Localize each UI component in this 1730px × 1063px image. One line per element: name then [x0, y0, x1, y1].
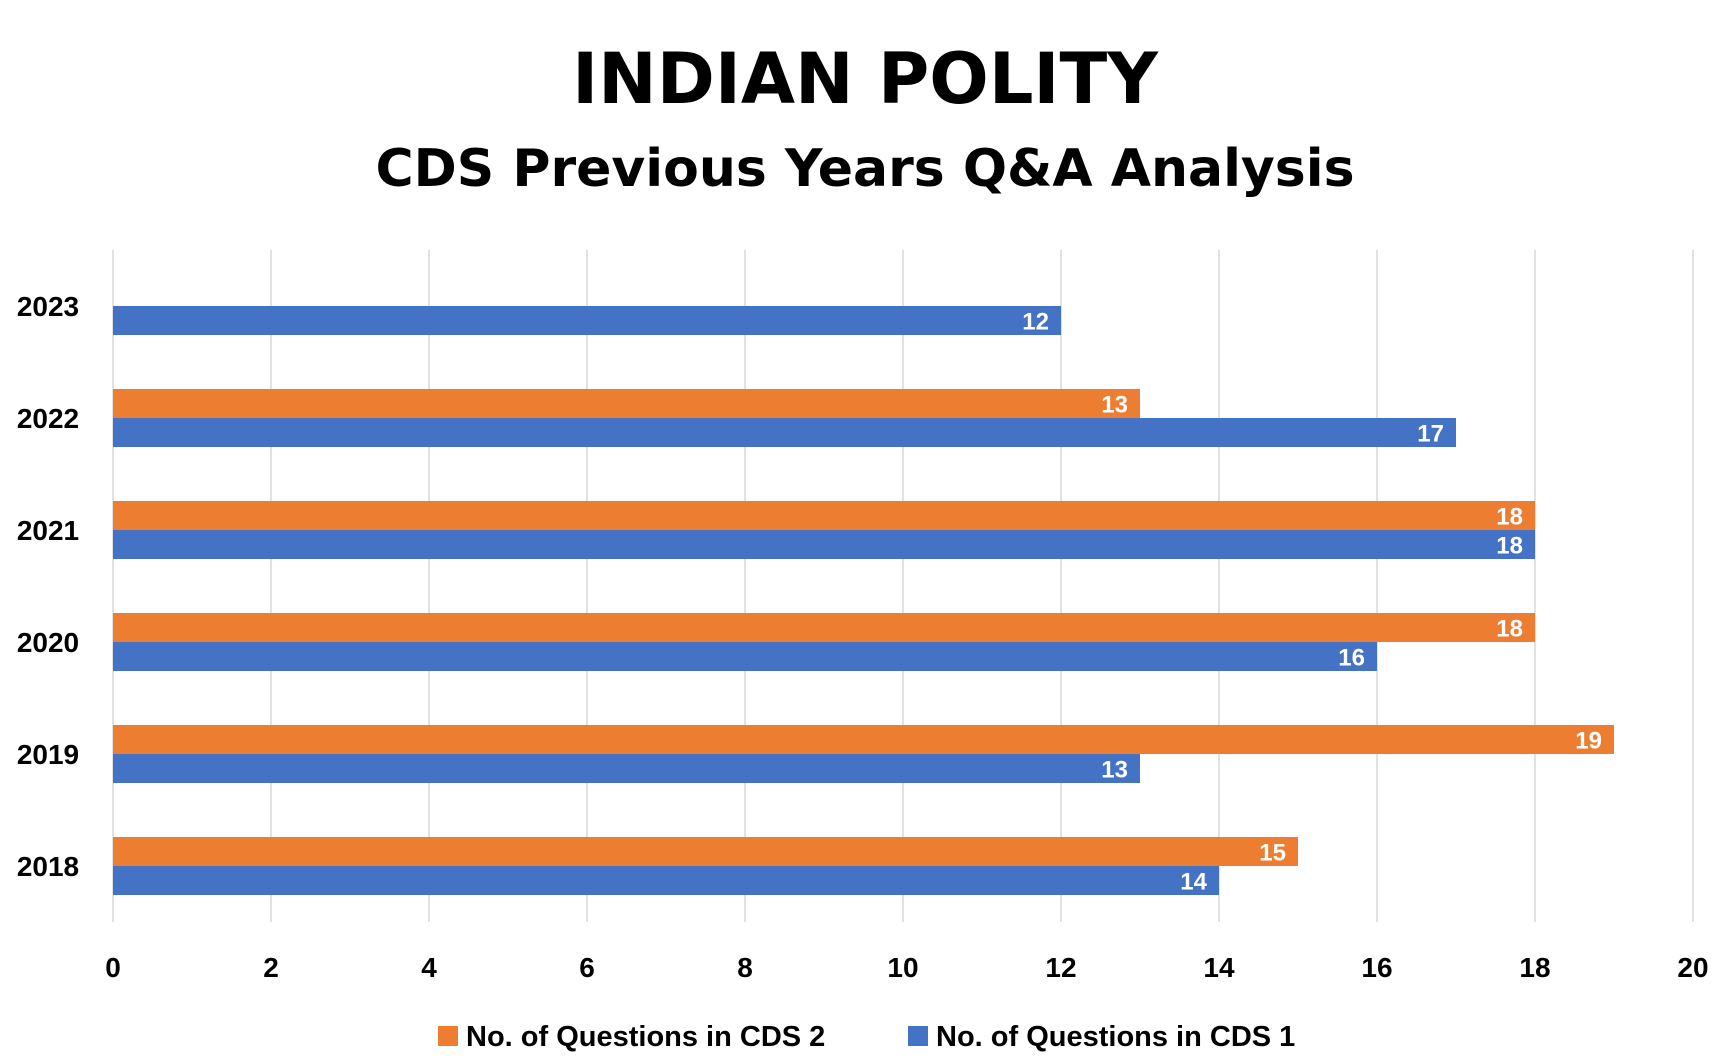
bar-cds2	[113, 613, 1535, 642]
x-tick-label: 4	[421, 952, 437, 983]
legend: No. of Questions in CDS 2 No. of Question…	[438, 1021, 1295, 1053]
x-axis-ticks: 0 2 4 6 8 10 12 14 16 18 20	[105, 952, 1708, 983]
bar-cds1	[113, 306, 1061, 335]
bar-data-label: 18	[1496, 533, 1523, 560]
gridlines	[112, 250, 1694, 922]
bar-cds2	[113, 501, 1535, 530]
chart-subtitle: CDS Previous Years Q&A Analysis	[375, 139, 1354, 199]
legend-label: No. of Questions in CDS 2	[466, 1021, 825, 1053]
legend-swatch	[438, 1026, 458, 1046]
bar-data-label: 16	[1338, 645, 1365, 672]
bars	[113, 306, 1614, 895]
y-axis-categories: 2023 2022 2021 2020 2019 2018	[17, 291, 79, 882]
y-category-label: 2018	[17, 851, 79, 882]
bar-data-label: 18	[1496, 504, 1523, 531]
bar-cds1	[113, 642, 1377, 671]
x-tick-label: 0	[105, 952, 121, 983]
bar-data-label: 14	[1180, 869, 1207, 896]
x-tick-label: 10	[887, 952, 918, 983]
x-tick-label: 2	[263, 952, 279, 983]
y-category-label: 2022	[17, 403, 79, 434]
x-tick-label: 16	[1361, 952, 1392, 983]
y-category-label: 2020	[17, 627, 79, 658]
legend-swatch	[908, 1026, 928, 1046]
bar-data-label: 17	[1417, 421, 1444, 448]
bar-cds1	[113, 754, 1140, 783]
x-tick-label: 14	[1203, 952, 1235, 983]
legend-label: No. of Questions in CDS 1	[936, 1021, 1295, 1053]
x-tick-label: 6	[579, 952, 595, 983]
x-tick-label: 12	[1045, 952, 1076, 983]
bar-data-label: 19	[1575, 728, 1602, 755]
bar-cds2	[113, 837, 1298, 866]
bar-cds1	[113, 866, 1219, 895]
bar-data-label: 13	[1101, 757, 1128, 784]
bar-cds1	[113, 418, 1456, 447]
bar-cds1	[113, 530, 1535, 559]
y-category-label: 2021	[17, 515, 79, 546]
y-category-label: 2023	[17, 291, 79, 322]
x-tick-label: 20	[1677, 952, 1708, 983]
x-tick-label: 8	[737, 952, 753, 983]
bar-data-label: 18	[1496, 616, 1523, 643]
bar-data-label: 13	[1101, 392, 1128, 419]
bar-cds2	[113, 725, 1614, 754]
bar-data-label: 12	[1022, 309, 1049, 336]
bar-cds2	[113, 389, 1140, 418]
x-tick-label: 18	[1519, 952, 1550, 983]
chart-title: INDIAN POLITY	[572, 38, 1159, 120]
y-category-label: 2019	[17, 739, 79, 770]
bar-data-label: 15	[1259, 840, 1286, 867]
